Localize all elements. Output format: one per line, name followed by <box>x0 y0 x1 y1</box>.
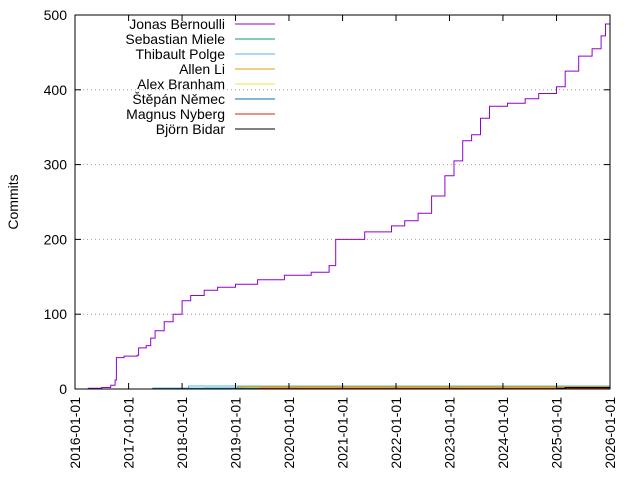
legend-label: Jonas Bernoulli <box>129 16 225 32</box>
axis-layer: 0 100 200 300 400 500 2016-01-01 2017-01-01 2018… <box>44 7 618 469</box>
legend-label: Magnus Nyberg <box>126 106 225 122</box>
x-tick-label: 2016-01-01 <box>67 397 83 469</box>
x-tick-label: 2017-01-01 <box>121 397 137 469</box>
series-line-0 <box>75 15 611 390</box>
legend-label: Allen Li <box>179 61 225 77</box>
x-tick-label: 2018-01-01 <box>174 397 190 469</box>
x-tick-label: 2025-01-01 <box>549 397 565 469</box>
x-tick-label: 2021-01-01 <box>335 397 351 469</box>
legend-label: Štěpán Němec <box>132 91 225 107</box>
x-tick-label: 2020-01-01 <box>281 397 297 469</box>
y-tick-label: 100 <box>44 306 68 322</box>
y-axis-label: Commits <box>5 174 21 229</box>
x-tick-label: 2019-01-01 <box>228 397 244 469</box>
y-tick-label: 500 <box>44 7 68 23</box>
y-tick-label: 0 <box>59 381 67 397</box>
x-tick-label: 2024-01-01 <box>495 397 511 469</box>
x-tick-label: 2026-01-01 <box>602 397 618 469</box>
legend-label: Alex Branham <box>137 76 225 92</box>
y-tick-label: 400 <box>44 82 68 98</box>
y-tick-label: 200 <box>44 231 68 247</box>
x-tick-label: 2023-01-01 <box>441 397 457 469</box>
legend-label: Sebastian Miele <box>125 31 225 47</box>
legend-label: Björn Bidar <box>156 121 226 137</box>
x-tick-label: 2022-01-01 <box>388 397 404 469</box>
y-tick-label: 300 <box>44 157 68 173</box>
legend-label: Thibault Polge <box>135 46 225 62</box>
series-layer <box>75 15 611 390</box>
